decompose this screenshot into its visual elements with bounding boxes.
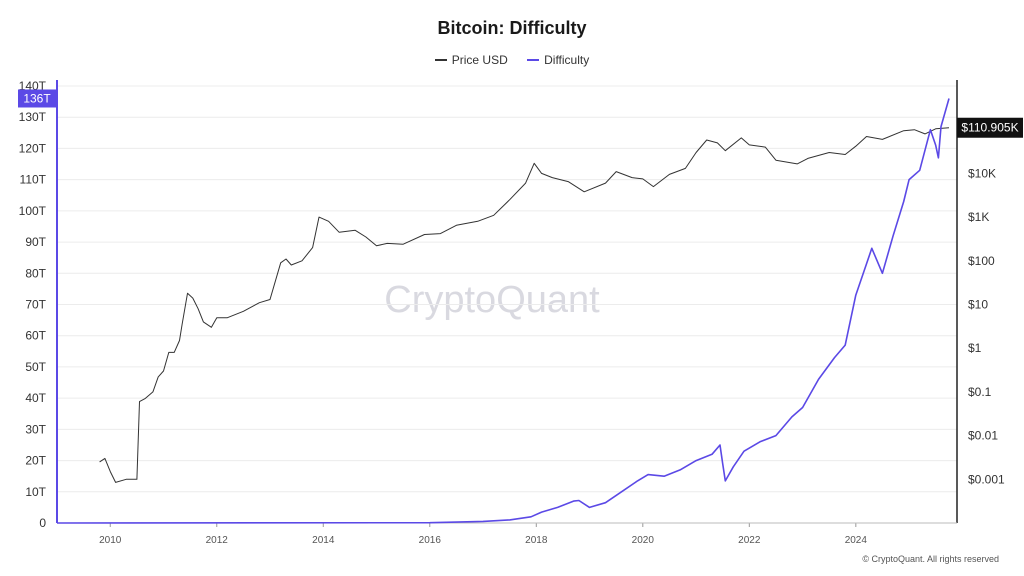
series-line-price	[99, 127, 950, 483]
y-right-tick-label: $100	[968, 254, 995, 268]
y-left-current-label: 136T	[23, 91, 51, 105]
y-left-tick-label: 110T	[20, 173, 47, 187]
y-left-tick-label: 40T	[25, 391, 46, 405]
x-tick-label: 2024	[845, 535, 868, 546]
y-right-tick-label: $0.01	[968, 429, 998, 443]
y-left-tick-label: 90T	[25, 235, 46, 249]
legend-item-difficulty[interactable]: Difficulty	[527, 53, 589, 67]
y-right-tick-label: $10	[968, 298, 988, 312]
y-left-tick-label: 60T	[25, 329, 46, 343]
y-left-tick-label: 100T	[19, 204, 47, 218]
legend-swatch-price	[434, 59, 447, 61]
copyright-text: © CryptoQuant. All rights reserved	[862, 554, 999, 564]
x-tick-label: 2012	[206, 535, 229, 546]
legend-label-difficulty: Difficulty	[544, 53, 590, 67]
legend-swatch-difficulty	[527, 59, 540, 61]
y-right-tick-label: $0.1	[968, 385, 992, 399]
y-left-tick-label: 120T	[19, 141, 47, 155]
y-right-current-label: $110.905K	[961, 121, 1018, 135]
y-left-tick-label: 80T	[25, 266, 46, 280]
x-tick-label: 2018	[525, 535, 548, 546]
x-tick-label: 2010	[99, 535, 122, 546]
y-left-tick-label: 0	[39, 516, 46, 530]
legend-label-price: Price USD	[451, 53, 508, 67]
y-right-tick-label: $1K	[968, 210, 989, 224]
watermark: CryptoQuant	[384, 279, 600, 321]
y-left-tick-label: 30T	[25, 422, 46, 436]
chart-title: Bitcoin: Difficulty	[437, 18, 587, 38]
legend: Price USD Difficulty	[0, 50, 1024, 67]
series-line-difficulty	[56, 98, 950, 524]
y-left-tick-label: 20T	[25, 454, 46, 468]
y-right-current-marker	[957, 117, 1023, 138]
y-right-tick-label: $1	[968, 341, 982, 355]
y-left-tick-label: 130T	[19, 110, 47, 124]
y-left-tick-label: 10T	[25, 485, 46, 499]
x-tick-label: 2022	[738, 535, 761, 546]
y-left-current-marker	[18, 89, 57, 108]
x-tick-label: 2014	[312, 535, 335, 546]
y-left-tick-label: 70T	[25, 298, 46, 312]
x-tick-label: 2020	[632, 535, 655, 546]
y-right-tick-label: $10K	[968, 166, 996, 180]
y-left-tick-label: 50T	[25, 360, 46, 374]
y-right-tick-label: $0.001	[968, 472, 1005, 486]
x-tick-label: 2016	[419, 535, 442, 546]
legend-item-price[interactable]: Price USD	[434, 53, 508, 67]
